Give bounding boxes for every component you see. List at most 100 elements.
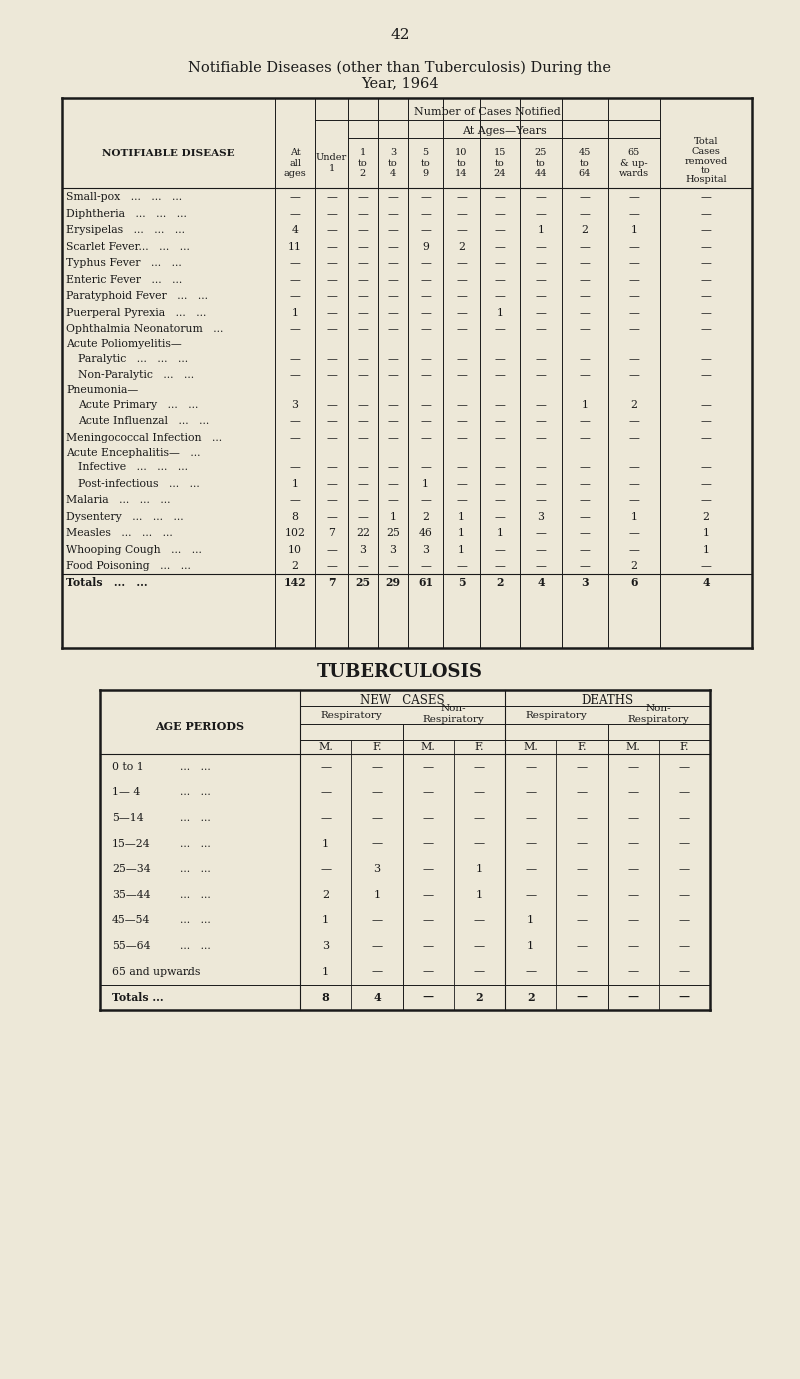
Text: Under
1: Under 1	[316, 153, 347, 172]
Text: —: —	[320, 814, 331, 823]
Text: —: —	[629, 274, 639, 284]
Text: —: —	[326, 495, 337, 505]
Text: —: —	[358, 241, 369, 252]
Text: —: —	[456, 354, 467, 364]
Text: —: —	[358, 192, 369, 203]
Text: AGE PERIODS: AGE PERIODS	[155, 721, 245, 732]
Text: —: —	[701, 291, 711, 301]
Text: 25
to
44: 25 to 44	[534, 148, 547, 178]
Text: 1: 1	[291, 479, 298, 488]
Text: —: —	[579, 291, 590, 301]
Text: Malaria   ...   ...   ...: Malaria ... ... ...	[66, 495, 170, 505]
Text: —: —	[629, 258, 639, 269]
Text: 1: 1	[322, 967, 329, 976]
Text: —: —	[525, 761, 536, 772]
Text: —: —	[387, 258, 398, 269]
Text: —: —	[494, 433, 506, 443]
Text: —: —	[579, 528, 590, 538]
Text: —: —	[387, 308, 398, 317]
Text: 3
to
4: 3 to 4	[388, 148, 398, 178]
Text: 3: 3	[581, 578, 589, 589]
Text: 1: 1	[527, 940, 534, 952]
Text: —: —	[456, 370, 467, 381]
Text: 4: 4	[702, 578, 710, 589]
Text: —: —	[535, 528, 546, 538]
Text: Meningococcal Infection   ...: Meningococcal Infection ...	[66, 433, 222, 443]
Text: —: —	[326, 561, 337, 571]
Text: —: —	[420, 274, 431, 284]
Text: —: —	[456, 291, 467, 301]
Text: —: —	[629, 545, 639, 554]
Text: —: —	[358, 225, 369, 236]
Text: —: —	[494, 208, 506, 219]
Text: —: —	[371, 838, 382, 848]
Text: —: —	[326, 354, 337, 364]
Text: —: —	[525, 865, 536, 874]
Text: Totals ...: Totals ...	[112, 992, 164, 1003]
Text: 35—44: 35—44	[112, 889, 150, 900]
Text: —: —	[701, 274, 711, 284]
Text: —: —	[579, 274, 590, 284]
Text: —: —	[679, 787, 690, 797]
Text: 10: 10	[288, 545, 302, 554]
Text: Acute Poliomyelitis—: Acute Poliomyelitis—	[66, 339, 182, 349]
Text: —: —	[371, 967, 382, 976]
Text: —: —	[629, 291, 639, 301]
Text: Erysipelas   ...   ...   ...: Erysipelas ... ... ...	[66, 225, 185, 236]
Text: —: —	[420, 208, 431, 219]
Text: 15
to
24: 15 to 24	[494, 148, 506, 178]
Text: 5
to
9: 5 to 9	[421, 148, 430, 178]
Text: Dysentery   ...   ...   ...: Dysentery ... ... ...	[66, 512, 184, 521]
Text: —: —	[576, 916, 587, 925]
Text: —: —	[679, 916, 690, 925]
Text: M.: M.	[523, 742, 538, 752]
Text: —: —	[387, 462, 398, 472]
Text: —: —	[420, 291, 431, 301]
Text: 4: 4	[373, 992, 381, 1003]
Text: 1: 1	[702, 545, 710, 554]
Text: —: —	[290, 416, 301, 426]
Text: 1: 1	[390, 512, 397, 521]
Text: —: —	[576, 940, 587, 952]
Text: —: —	[701, 495, 711, 505]
Text: —: —	[326, 208, 337, 219]
Text: —: —	[290, 354, 301, 364]
Text: —: —	[290, 462, 301, 472]
Text: —: —	[358, 291, 369, 301]
Text: 0 to 1: 0 to 1	[112, 761, 144, 772]
Text: —: —	[629, 370, 639, 381]
Text: 1: 1	[630, 512, 638, 521]
Text: —: —	[627, 865, 638, 874]
Text: —: —	[629, 462, 639, 472]
Text: —: —	[456, 495, 467, 505]
Text: F.: F.	[474, 742, 484, 752]
Text: —: —	[474, 916, 485, 925]
Text: 4: 4	[538, 578, 545, 589]
Text: —: —	[579, 241, 590, 252]
Text: —: —	[358, 354, 369, 364]
Text: —: —	[456, 274, 467, 284]
Text: —: —	[290, 291, 301, 301]
Text: —: —	[701, 208, 711, 219]
Text: —: —	[701, 400, 711, 410]
Text: 4: 4	[291, 225, 298, 236]
Text: —: —	[474, 761, 485, 772]
Text: —: —	[290, 192, 301, 203]
Text: —: —	[701, 561, 711, 571]
Text: —: —	[576, 967, 587, 976]
Text: —: —	[326, 400, 337, 410]
Text: 1— 4: 1— 4	[112, 787, 140, 797]
Text: 7: 7	[328, 528, 335, 538]
Text: —: —	[629, 308, 639, 317]
Text: —: —	[627, 940, 638, 952]
Text: Non-
Respiratory: Non- Respiratory	[423, 705, 485, 724]
Text: —: —	[326, 416, 337, 426]
Text: —: —	[358, 274, 369, 284]
Text: M.: M.	[421, 742, 435, 752]
Text: —: —	[535, 274, 546, 284]
Text: —: —	[701, 479, 711, 488]
Text: —: —	[576, 992, 587, 1003]
Text: —: —	[579, 192, 590, 203]
Text: DEATHS: DEATHS	[582, 694, 634, 706]
Text: 102: 102	[285, 528, 306, 538]
